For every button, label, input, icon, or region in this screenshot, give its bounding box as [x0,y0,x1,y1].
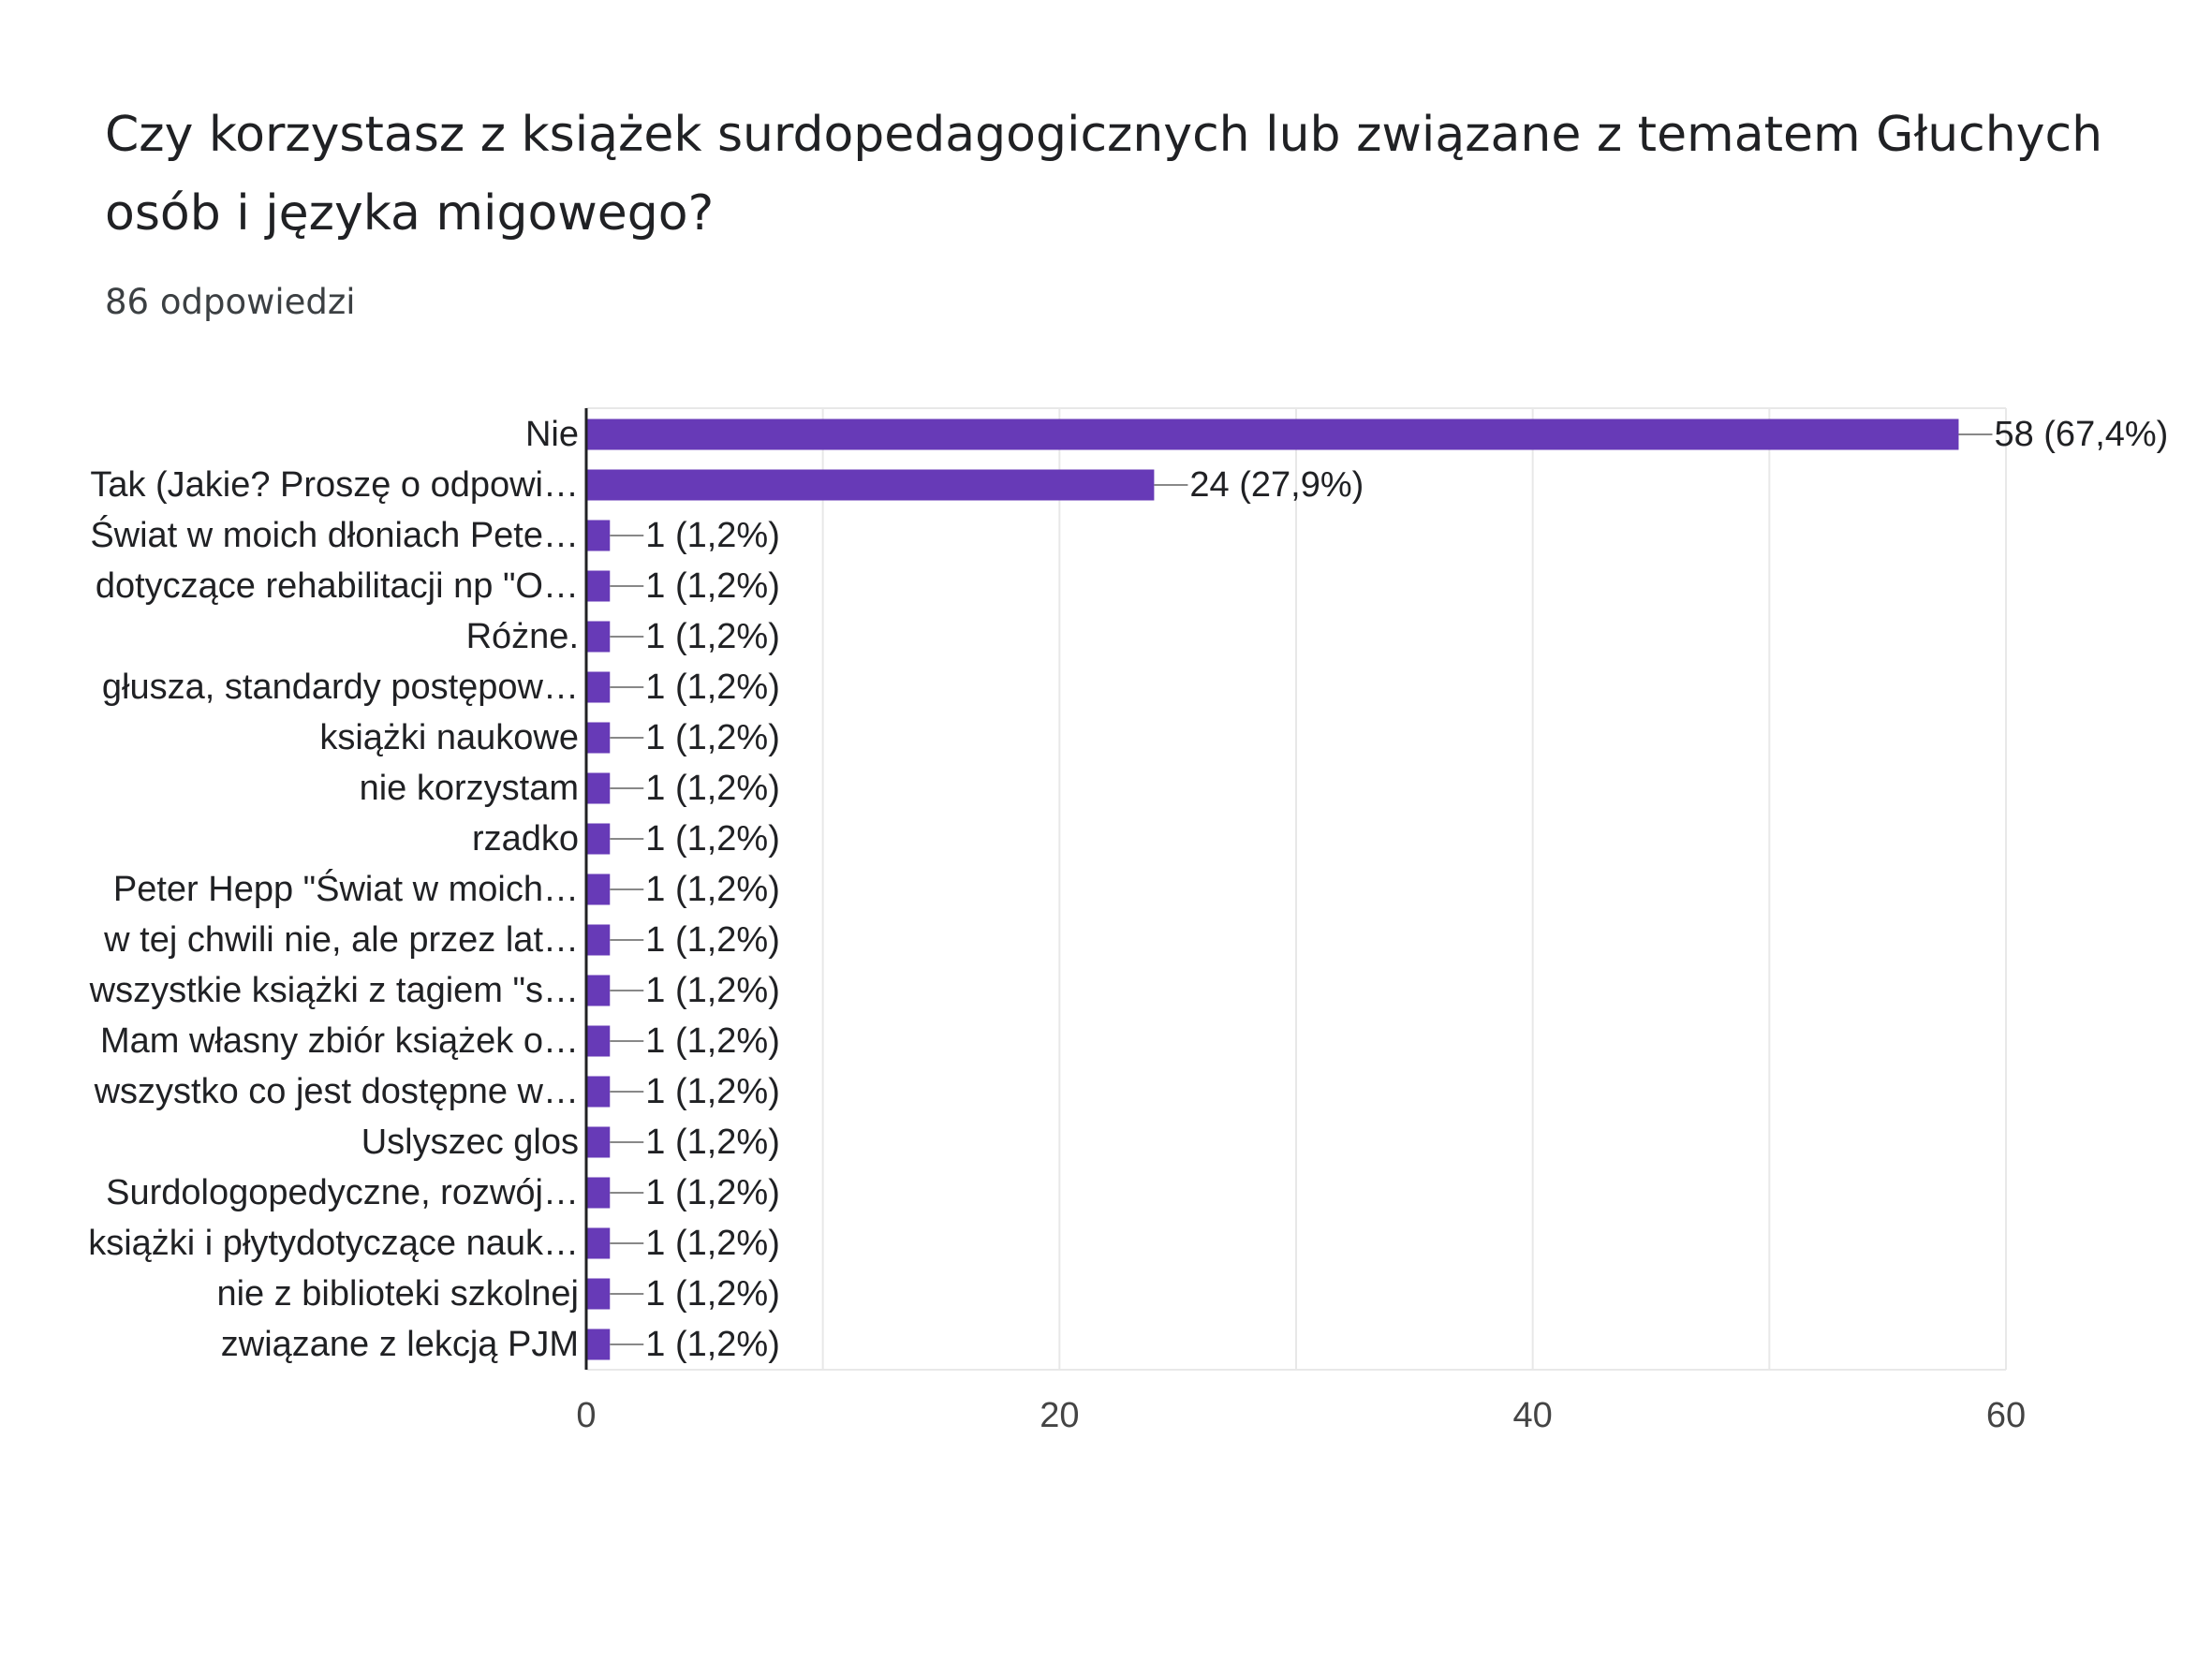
category-label: książki i płytydotyczące nauk… [88,1224,579,1263]
bar [586,570,611,602]
data-label: 1 (1,2%) [645,617,780,656]
bar [586,621,611,653]
data-labels: 58 (67,4%) 24 (27,9%) 1 (1,2%) 1 (1,2%) 1 (1… [610,415,2168,1364]
x-tick-label: 60 [1986,1396,2026,1435]
data-label: 58 (67,4%) [1994,415,2168,454]
data-label: 1 (1,2%) [645,668,780,707]
gridlines [586,407,2007,1371]
category-label: Nie [525,415,579,454]
x-tick-label: 0 [576,1396,596,1435]
data-label: 1 (1,2%) [645,1123,780,1162]
category-label: książki naukowe [319,718,579,757]
bar [586,1126,611,1158]
category-label: rzadko [472,819,579,859]
category-labels: Nie Tak (Jakie? Proszę o odpowi… Świat w m… [88,415,579,1364]
data-label: 1 (1,2%) [645,1224,780,1263]
category-label: Uslyszec glos [361,1123,579,1162]
data-label: 1 (1,2%) [645,1274,780,1314]
data-label: 1 (1,2%) [645,1021,780,1061]
category-label: nie korzystam [360,769,579,808]
category-label: Surdologopedyczne, rozwój… [106,1173,579,1212]
x-tick-label: 20 [1040,1396,1079,1435]
bar [586,975,611,1006]
data-label: 1 (1,2%) [645,718,780,757]
data-label: 1 (1,2%) [645,920,780,960]
response-count: 86 odpowiedzi [105,282,356,322]
category-label: wszystkie książki z tagiem "s… [89,971,579,1010]
bar [586,469,1155,501]
data-label: 1 (1,2%) [645,870,780,909]
data-label: 24 (27,9%) [1189,465,1364,505]
bar [586,1278,611,1310]
data-label: 1 (1,2%) [645,769,780,808]
bar [586,924,611,956]
bar [586,1076,611,1108]
bar [586,1025,611,1057]
bar [586,722,611,754]
category-label: Świat w moich dłoniach Pete… [90,513,579,555]
data-label: 1 (1,2%) [645,1173,780,1212]
data-label: 1 (1,2%) [645,971,780,1010]
category-label: głusza, standardy postępow… [102,668,579,707]
bar [586,1227,611,1259]
data-label: 1 (1,2%) [645,819,780,859]
bar [586,520,611,551]
category-label: związane z lekcją PJM [221,1325,579,1364]
question-title: Czy korzystasz z książek surdopedagogicz… [105,107,2103,242]
data-label: 1 (1,2%) [645,1072,780,1111]
category-label: Mam własny zbiór książek o… [100,1021,579,1061]
category-label: w tej chwili nie, ale przez lat… [103,920,579,960]
data-label: 1 (1,2%) [645,1325,780,1364]
bar [586,1329,611,1360]
category-label: wszystko co jest dostępne w… [94,1072,579,1111]
data-label: 1 (1,2%) [645,566,780,606]
bars [586,418,1959,1360]
x-tick-labels: 0 20 40 60 [576,1396,2026,1435]
bar [586,772,611,804]
category-label: Peter Hepp "Świat w moich… [113,867,579,909]
category-label: Tak (Jakie? Proszę o odpowi… [90,465,579,505]
x-tick-label: 40 [1513,1396,1553,1435]
bar [586,1177,611,1209]
category-label: Różne. [466,617,579,656]
bar [586,874,611,905]
bar [586,823,611,855]
category-label: dotyczące rehabilitacji np "O… [96,566,579,606]
category-label: nie z biblioteki szkolnej [216,1274,579,1314]
data-label: 1 (1,2%) [645,516,780,555]
bar [586,418,1959,450]
bar [586,671,611,703]
